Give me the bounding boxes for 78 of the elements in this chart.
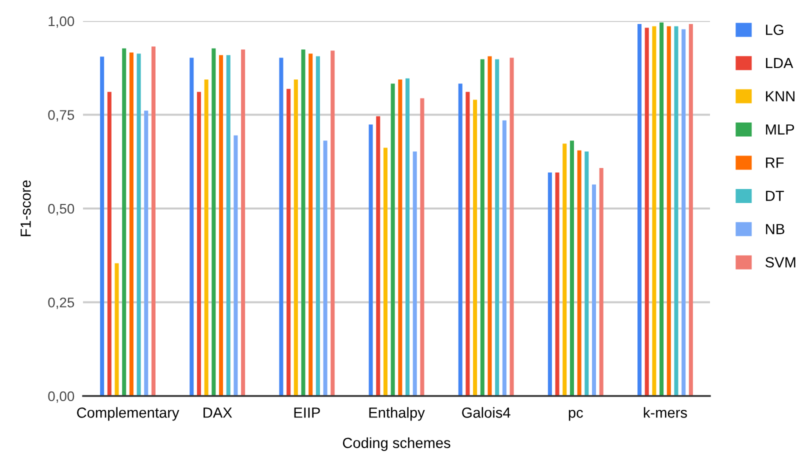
- bar: [234, 135, 238, 396]
- bar: [466, 92, 470, 396]
- y-tick-label: 1,00: [48, 16, 74, 28]
- bar: [241, 50, 246, 396]
- bar: [294, 80, 298, 396]
- bar: [473, 100, 478, 396]
- bar: [100, 56, 104, 396]
- bar: [592, 184, 596, 396]
- bar: [129, 52, 134, 396]
- bar: [555, 172, 560, 396]
- bar: [390, 84, 395, 396]
- bar: [316, 56, 320, 396]
- bar: [495, 59, 500, 396]
- x-tick-label: Enthalpy: [369, 407, 425, 421]
- bar: [286, 88, 291, 396]
- bar: [644, 28, 649, 396]
- x-tick-label: Galois4: [462, 407, 510, 418]
- y-tick-label: 0,50: [48, 204, 74, 216]
- bar: [308, 54, 313, 396]
- y-axis-title: F1-score: [20, 180, 31, 236]
- legend-label: SVM: [765, 257, 796, 268]
- bar: [136, 54, 141, 396]
- bar: [637, 24, 642, 396]
- legend-label: LDA: [766, 58, 794, 68]
- bar: [226, 55, 230, 396]
- bar: [688, 24, 693, 396]
- bar: [301, 50, 306, 396]
- bar: [682, 29, 686, 396]
- bar: [570, 140, 574, 396]
- bar: [330, 50, 335, 396]
- y-tick-label: 0,00: [48, 391, 74, 403]
- legend-label: KNN: [766, 91, 794, 102]
- bar: [577, 150, 582, 396]
- bar: [190, 58, 194, 396]
- bar: [660, 22, 664, 396]
- x-tick-label: EIIP: [294, 408, 320, 418]
- x-tick-label: k-mers: [644, 407, 687, 418]
- x-tick-label: DAX: [204, 408, 232, 418]
- bar: [548, 172, 552, 396]
- bar: [406, 78, 410, 396]
- bar: [196, 92, 202, 396]
- bar: [510, 58, 514, 396]
- bar: [151, 46, 156, 396]
- bar: [398, 80, 402, 396]
- bar: [584, 152, 589, 396]
- bar: [383, 148, 388, 396]
- legend-label: MLP: [766, 124, 794, 134]
- bar: [458, 84, 462, 396]
- bar: [219, 55, 224, 396]
- bar: [562, 144, 567, 396]
- bar: [144, 110, 148, 396]
- bar: [666, 26, 671, 396]
- bar: [420, 98, 424, 396]
- x-axis-title: Coding schemes: [342, 437, 450, 451]
- y-tick-label: 0,75: [48, 110, 74, 122]
- x-tick-label: Complementary: [77, 407, 180, 421]
- bar: [212, 48, 216, 396]
- bar: [488, 56, 492, 396]
- bar: [376, 116, 380, 396]
- legend-label: RF: [766, 158, 784, 168]
- legend-label: LG: [766, 24, 784, 35]
- bar: [652, 26, 656, 396]
- legend-label: NB: [766, 224, 784, 234]
- legend-label: DT: [766, 190, 784, 201]
- bar: [114, 263, 119, 396]
- y-tick-label: 0,25: [48, 298, 74, 310]
- bar: [599, 168, 604, 396]
- bar: [502, 120, 506, 396]
- bar: [204, 80, 208, 396]
- bar: [368, 124, 373, 396]
- bar: [480, 59, 484, 396]
- bar: [122, 48, 126, 396]
- bar: [107, 92, 112, 396]
- x-tick-label: pc: [568, 410, 583, 421]
- bar: [674, 26, 678, 396]
- bar: [323, 140, 328, 396]
- bar: [412, 152, 417, 396]
- bar: [279, 58, 284, 396]
